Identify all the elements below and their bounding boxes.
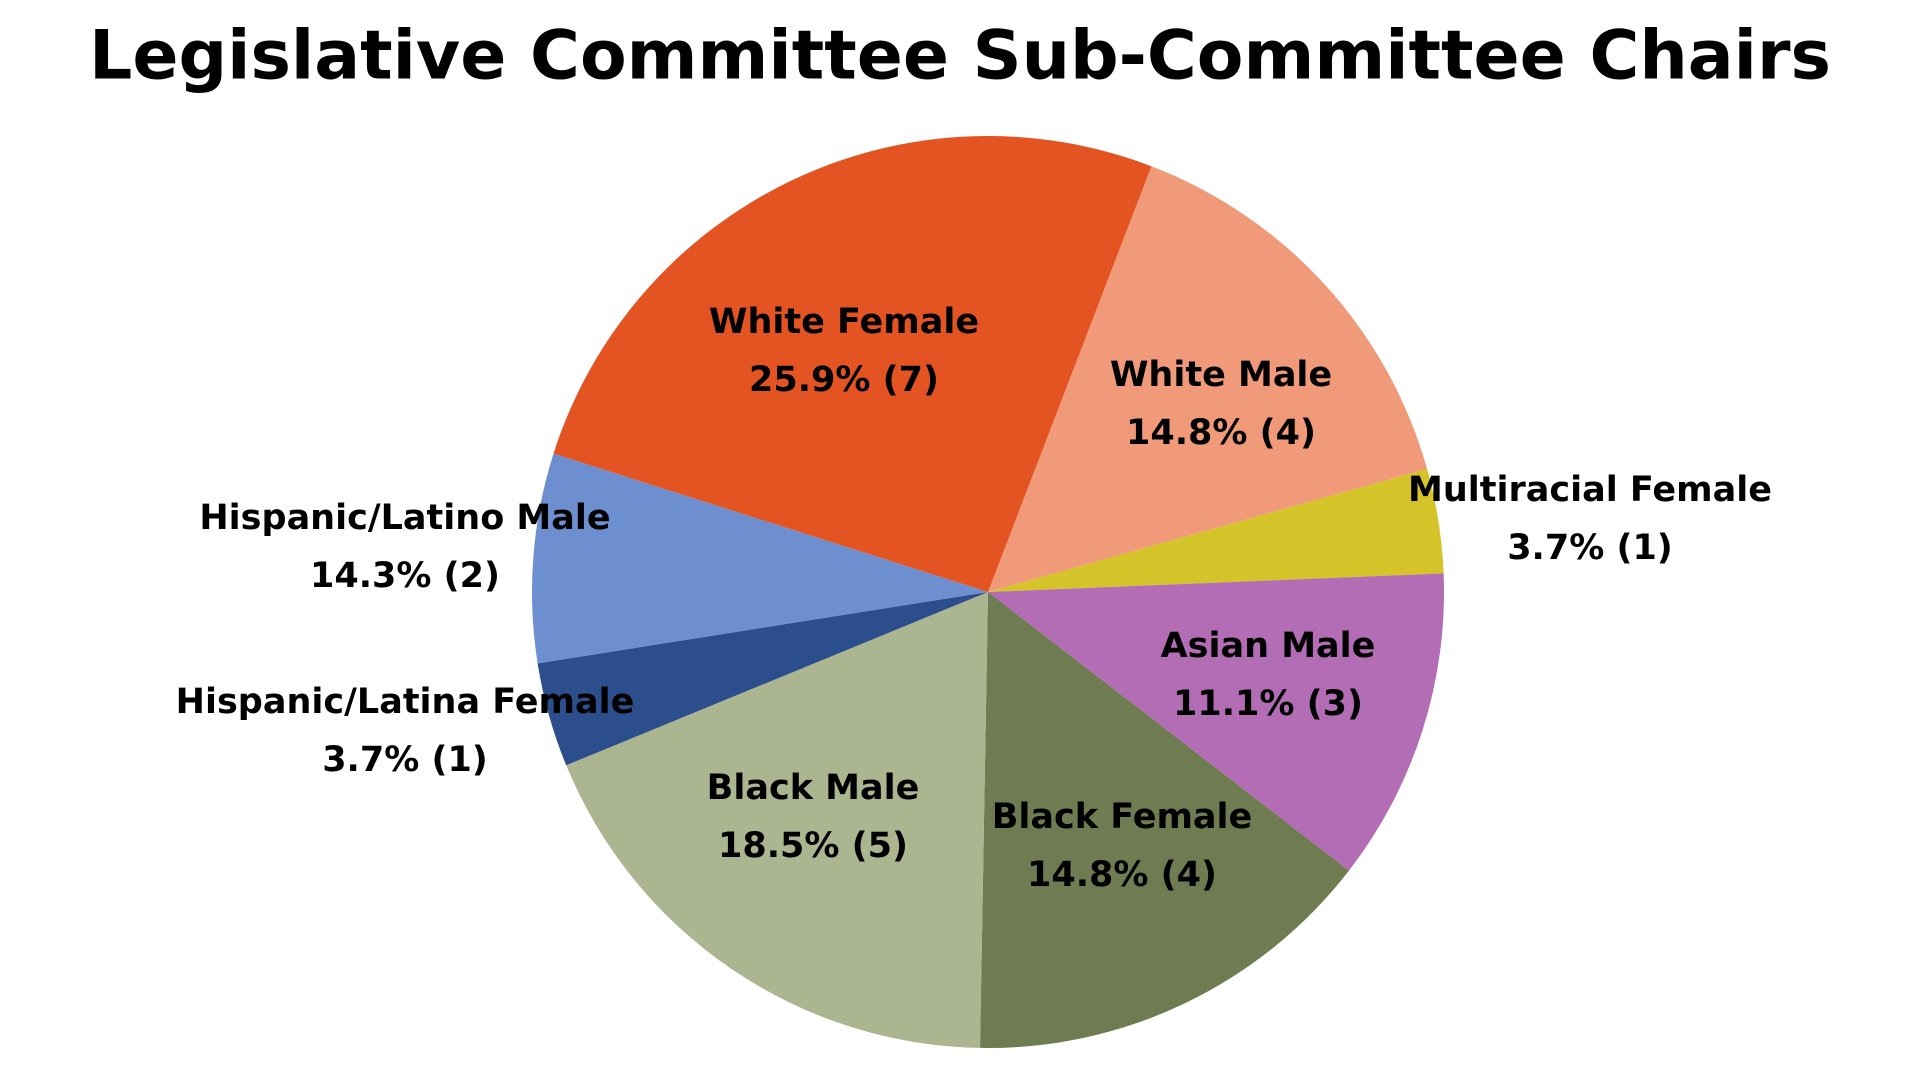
pie-slice [532, 453, 988, 664]
value-label: 14.8% (4) [1027, 855, 1217, 895]
pie-slice [566, 592, 988, 1048]
pie-slice [980, 592, 1349, 1048]
slice-label: Hispanic/Latino Male [199, 498, 610, 538]
pie-slice [988, 573, 1444, 871]
slice-label: White Female [709, 302, 979, 342]
pie-slice [553, 136, 1152, 592]
pie-slice [988, 166, 1428, 592]
value-label: 11.1% (3) [1173, 684, 1363, 724]
slice-label: Black Female [992, 797, 1253, 837]
value-label: 25.9% (7) [749, 360, 939, 400]
slice-label: Multiracial Female [1408, 470, 1772, 510]
value-label: 3.7% (1) [1507, 528, 1673, 568]
value-label: 18.5% (5) [718, 826, 908, 866]
pie-slice [988, 468, 1444, 592]
slice-label: Hispanic/Latina Female [176, 682, 635, 722]
slice-label: Black Male [707, 768, 920, 808]
value-label: 14.8% (4) [1126, 413, 1316, 453]
slice-label: Asian Male [1161, 626, 1376, 666]
slice-label: White Male [1110, 355, 1332, 395]
chart-title: Legislative Committee Sub-Committee Chai… [89, 17, 1831, 96]
value-label: 14.3% (2) [310, 556, 500, 596]
value-label: 3.7% (1) [322, 740, 488, 780]
pie-slice [537, 592, 988, 766]
